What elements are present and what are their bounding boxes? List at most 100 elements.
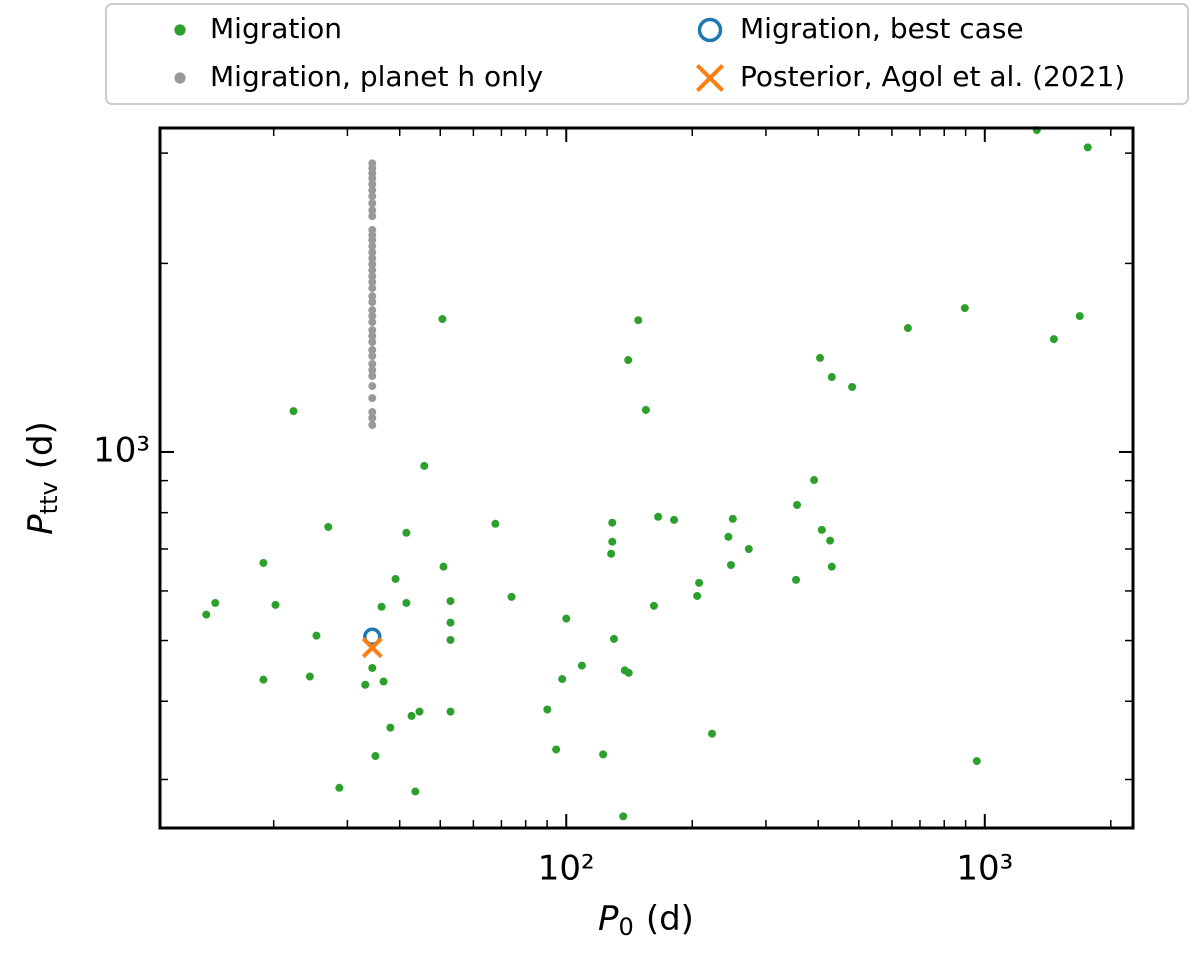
legend-box [105,3,1189,105]
point [402,598,411,607]
point [827,562,836,571]
point [708,729,717,738]
point [439,562,448,571]
point [305,672,314,681]
point [368,206,377,215]
legend-marker [697,17,723,43]
point [377,602,386,611]
x-tick-label: 10² [538,849,595,889]
point [420,461,429,470]
point [507,592,516,601]
point [202,610,211,619]
point [368,174,377,183]
point [415,707,424,716]
point [368,186,377,195]
point [793,500,802,509]
point [695,578,704,587]
point [368,663,377,672]
point [724,532,733,541]
legend-label: Migration, planet h only [210,60,543,93]
point [371,752,380,761]
point [817,525,826,534]
point [324,522,333,531]
point [368,394,377,403]
point [827,373,836,382]
point [368,413,377,422]
legend-marker [174,24,186,36]
point [368,236,377,245]
point [599,750,608,759]
x-label-unit: (d) [646,899,694,939]
point [446,707,455,716]
x-axis-label: P0 (d) [598,899,694,942]
point [368,248,377,257]
point [1075,312,1084,321]
point [368,318,377,327]
plot-frame [158,126,1135,830]
y-label-symbol: P [21,514,61,535]
point [634,316,643,325]
point [608,537,617,546]
y-label-unit: (d) [21,421,61,469]
point [744,544,753,553]
point [368,359,377,368]
point [335,783,344,792]
point [368,278,377,287]
point [368,272,377,281]
point [368,180,377,189]
point [1083,143,1092,152]
point [810,476,819,485]
point [608,518,617,527]
legend-marker [174,72,186,84]
point [368,254,377,263]
point [562,614,571,623]
legend-label: Migration [210,12,342,45]
point [361,637,383,659]
point [903,324,912,333]
point [368,242,377,251]
point [577,661,586,670]
x-label-subscript: 0 [619,913,634,941]
point [491,519,500,528]
point [259,675,268,684]
x-tick-label: 10³ [956,849,1013,889]
point [368,212,377,221]
point [446,635,455,644]
point [972,757,981,766]
point [259,558,268,567]
point [368,284,377,293]
point [792,575,801,584]
point [368,192,377,201]
point [368,260,377,269]
point [363,627,382,646]
point [960,304,969,313]
point [391,574,400,583]
point [368,372,377,381]
point [826,536,835,545]
point [386,723,395,732]
point [609,634,618,643]
point [641,405,650,414]
legend-marker [695,63,725,93]
point [411,787,420,796]
point [368,366,377,375]
point [438,315,447,324]
point [368,306,377,315]
point [654,512,663,521]
point [289,407,298,416]
point [726,560,735,569]
y-tick-label: 10³ [93,430,150,470]
point [368,266,377,275]
point [368,298,377,307]
point [1049,335,1058,344]
y-axis-label: Pttv (d) [21,421,64,535]
point [728,514,737,523]
point [552,745,561,754]
point [312,631,321,640]
point [649,601,658,610]
point [446,597,455,606]
point [368,351,377,360]
point [402,528,411,537]
point [624,668,633,677]
point [368,345,377,354]
